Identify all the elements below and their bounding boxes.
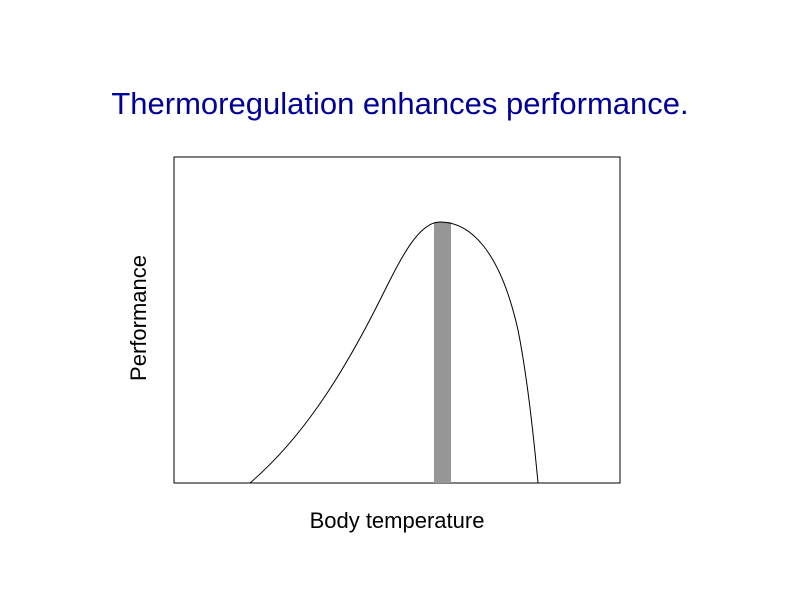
y-axis-label: Performance — [126, 255, 151, 381]
optimum-band — [434, 222, 451, 483]
slide-title: Thermoregulation enhances performance. — [111, 86, 688, 121]
plot-frame — [173, 156, 621, 484]
x-axis-label: Body temperature — [310, 508, 485, 533]
performance-curve — [249, 221, 539, 484]
